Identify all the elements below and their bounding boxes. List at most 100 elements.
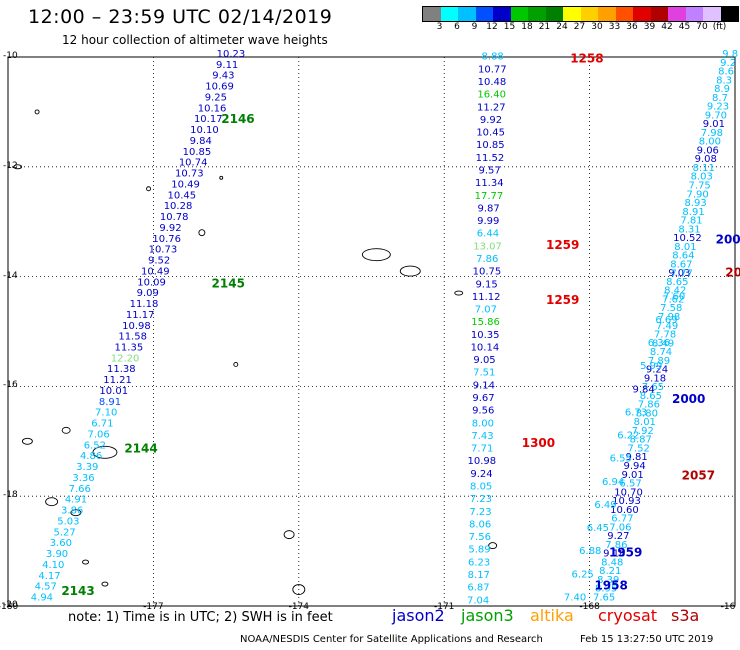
wave-height-value: 9.84	[190, 136, 212, 147]
island-outline	[146, 186, 152, 192]
wave-height-value: 8.64	[672, 251, 694, 262]
data-points-layer: 10.239.119.4310.699.2510.1610.1710.109.8…	[31, 49, 738, 606]
wave-height-value: 8.74	[650, 347, 672, 358]
wave-height-value: 11.21	[103, 375, 132, 386]
color-scale-label: 39	[643, 22, 656, 32]
wave-height-value: 4.91	[65, 495, 87, 506]
wave-height-value: 10.70	[614, 487, 643, 498]
color-scale-labels: 3 6 9 12 15 18 21 24 27 30 33 36 39 42 45 70 (ft)	[422, 22, 740, 34]
color-swatch	[475, 7, 493, 21]
wave-height-value: 9.2	[720, 58, 736, 69]
color-swatch	[423, 7, 441, 21]
wave-height-value: 10.49	[141, 266, 170, 277]
wave-height-value: 6.88	[579, 546, 601, 557]
wave-height-value: 9.25	[205, 92, 227, 103]
wave-height-value: 6.36	[648, 338, 670, 349]
color-scale-label: 27	[573, 22, 586, 32]
wave-height-value: 4.94	[31, 593, 53, 604]
island-outline	[92, 445, 118, 459]
wave-height-value: 10.77	[478, 64, 507, 75]
color-swatch	[580, 7, 598, 21]
wave-height-value: 9.08	[695, 154, 717, 165]
wave-height-value: 9.09	[137, 288, 159, 299]
wave-height-value: 6.94	[602, 477, 624, 488]
y-tick-label: -12	[3, 160, 18, 171]
wave-height-value: 7.89	[648, 356, 670, 367]
pass-time-label: 2144	[124, 441, 157, 455]
wave-height-value: 7.86	[638, 400, 660, 411]
wave-height-value: 10.78	[160, 212, 189, 223]
wave-height-value: 6.87	[467, 583, 489, 594]
wave-height-value: 10.10	[190, 125, 219, 136]
island-outline	[198, 229, 206, 237]
wave-height-value: 3.39	[76, 462, 98, 473]
color-scale-label: 42	[661, 22, 673, 32]
wave-height-value: 7.98	[658, 312, 680, 323]
color-scale-label: (ft)	[712, 22, 727, 32]
track-time-labels: 2146 2145 2144 2143 1258 1259 1259 1300 2001 2000…	[61, 51, 740, 598]
island-outline	[13, 164, 23, 170]
y-tick-label: -16	[3, 380, 18, 391]
color-swatch	[615, 7, 633, 21]
wave-height-value: 7.77	[671, 269, 693, 280]
wave-height-value: 10.01	[99, 386, 128, 397]
island-outline	[61, 426, 71, 434]
island-outline	[454, 290, 464, 296]
wave-height-value: 15.86	[471, 317, 500, 328]
color-scale-label: 30	[591, 22, 603, 32]
wave-height-value: 7.06	[609, 522, 631, 533]
wave-height-value: 9.24	[646, 365, 668, 376]
wave-height-value: 11.35	[115, 342, 144, 353]
color-swatch	[545, 7, 563, 21]
wave-height-value: 7.10	[95, 408, 117, 419]
satellite-legend-jason3: jason3	[461, 606, 514, 625]
color-scale-label: 15	[503, 22, 516, 32]
wave-height-value: 8.03	[691, 172, 713, 183]
wave-height-value: 7.65	[593, 593, 615, 604]
wave-height-value: 8.48	[601, 557, 623, 568]
wave-height-value: 10.85	[183, 147, 212, 158]
wave-height-value: 10.52	[673, 233, 702, 244]
pass-time-label: 1258	[570, 51, 603, 65]
wave-height-value: 7.49	[656, 321, 678, 332]
wave-height-value: 10.73	[149, 245, 178, 256]
wave-height-value: 7.98	[701, 128, 723, 139]
wave-height-value: 9.24	[470, 469, 492, 480]
wave-height-value: 10.09	[137, 277, 166, 288]
wave-height-value: 10.16	[198, 103, 227, 114]
color-swatch	[703, 7, 721, 21]
pass-time-label: 1958	[594, 579, 627, 593]
color-swatch	[493, 7, 511, 21]
color-scale-label: 6	[454, 22, 460, 32]
footer-note: note: 1) Time is in UTC; 2) SWH is in fe…	[68, 610, 333, 625]
wave-height-value: 9.52	[148, 256, 170, 267]
wave-height-value: 8.87	[630, 435, 652, 446]
wave-height-value: 5.03	[57, 516, 79, 527]
wave-height-value: 9.03	[668, 268, 690, 279]
wave-height-value: 6.45	[587, 523, 609, 534]
wave-height-value: 8.3	[716, 75, 732, 86]
wave-height-value: 9.87	[477, 203, 499, 214]
satellite-legend-cryosat: cryosat	[598, 606, 658, 625]
pass-time-label: 2057	[682, 469, 715, 483]
wave-height-value: 8.93	[684, 198, 706, 209]
x-tick-label: -168	[579, 602, 600, 612]
pass-time-label: 1300	[522, 436, 555, 450]
satellite-legend-s3a: s3a	[671, 606, 700, 625]
wave-height-value: 8.67	[670, 259, 692, 270]
wave-height-value: 8.00	[472, 418, 494, 429]
x-tick-label: -177	[143, 602, 164, 612]
island-outline	[488, 542, 498, 550]
wave-height-value: 7.06	[87, 429, 109, 440]
wave-height-value: 8.05	[470, 481, 492, 492]
wave-height-value: 7.86	[476, 254, 498, 265]
wave-height-value: 17.77	[475, 191, 504, 202]
wave-height-value: 4.10	[42, 560, 64, 571]
x-tick-label: -174	[288, 602, 310, 612]
wave-height-value: 9.92	[480, 115, 502, 126]
wave-height-value: 7.71	[471, 444, 493, 455]
satellite-legend-jason2: jason2	[392, 606, 445, 625]
pass-time-label: 1959	[609, 546, 642, 560]
wave-height-value: 9.99	[477, 216, 499, 227]
color-swatch	[598, 7, 616, 21]
